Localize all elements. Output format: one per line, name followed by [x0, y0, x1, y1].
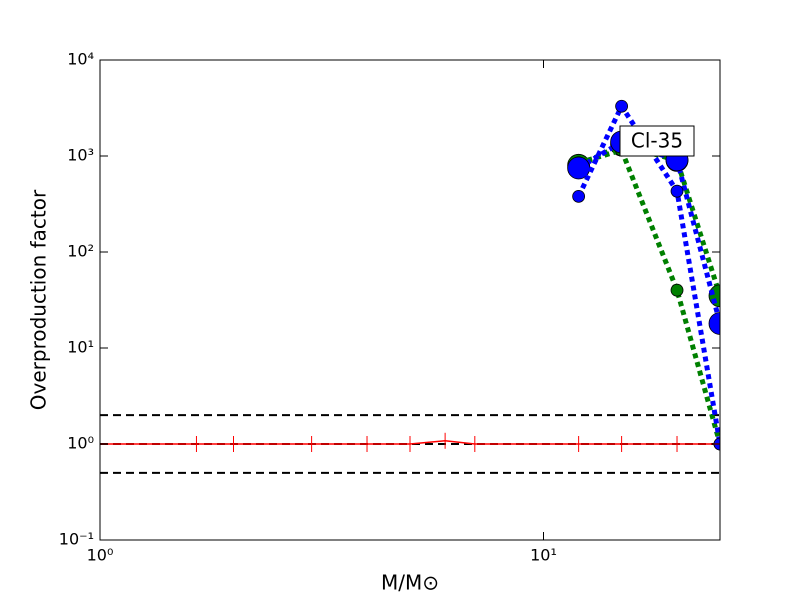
y-axis-label: Overproduction factor — [27, 189, 51, 410]
marker — [615, 99, 629, 113]
marker — [708, 312, 720, 335]
annotation: Cl-35 — [631, 129, 683, 153]
plot-frame — [99, 59, 721, 541]
series-line — [577, 139, 720, 325]
marker — [670, 283, 684, 297]
y-tick-label: 10⁻¹ — [59, 530, 94, 549]
y-tick-label: 10⁰ — [67, 434, 94, 453]
y-tick-label: 10⁴ — [67, 50, 94, 69]
series-line — [100, 440, 720, 445]
x-axis-label: M/M⊙ — [381, 571, 439, 595]
y-tick-label: 10³ — [67, 146, 94, 165]
series-line — [576, 101, 720, 445]
y-tick-label: 10¹ — [67, 338, 94, 357]
marker — [572, 189, 586, 203]
annotation-box — [619, 125, 695, 157]
x-tick-label: 10¹ — [530, 546, 557, 565]
x-tick-label: 10⁰ — [87, 546, 114, 565]
y-tick-label: 10² — [67, 242, 94, 261]
marker — [670, 184, 684, 198]
